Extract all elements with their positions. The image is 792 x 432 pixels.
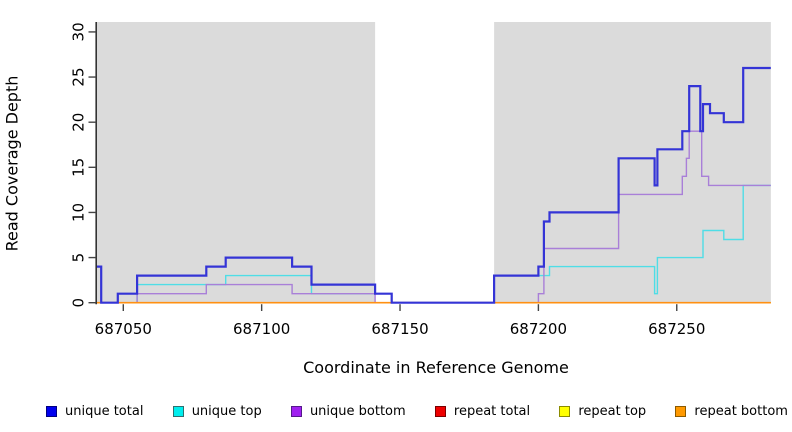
repeat-bottom-swatch-icon	[675, 405, 687, 417]
x-tick-label: 687200	[510, 320, 567, 338]
y-tick-label: 20	[70, 113, 88, 132]
legend-item-repeat-bottom: repeat bottom	[675, 404, 788, 419]
legend-label: repeat top	[578, 403, 647, 419]
repeat-top-swatch-icon	[559, 405, 571, 417]
series-line-unique-top	[97, 184, 771, 304]
legend-item-unique-total: unique total	[46, 404, 143, 419]
legend-label: repeat bottom	[694, 403, 788, 419]
series-line-unique-total	[97, 66, 771, 304]
y-axis-title: Read Coverage Depth	[2, 75, 22, 252]
legend-label: repeat total	[453, 403, 531, 419]
y-tick-label: 15	[70, 158, 88, 177]
y-tick-label: 25	[70, 68, 88, 87]
x-axis-title: Coordinate in Reference Genome	[303, 358, 569, 377]
x-tick-label: 687250	[648, 320, 705, 338]
legend-label: unique total	[65, 403, 144, 419]
legend-item-unique-top: unique top	[172, 403, 262, 419]
repeat-total-swatch-icon	[434, 405, 446, 417]
legend-label: unique top	[191, 403, 262, 419]
y-tick-label: 5	[70, 253, 88, 263]
unique-total-swatch-icon	[46, 405, 57, 417]
legend-item-unique-bottom: unique bottom	[290, 403, 406, 419]
unique-bottom-swatch-icon	[290, 405, 302, 417]
unique-top-swatch-icon	[172, 405, 184, 417]
legend-item-repeat-top: repeat top	[559, 404, 646, 419]
x-tick-label: 687100	[233, 320, 290, 338]
legend-label: unique bottom	[309, 403, 406, 419]
legend-item-repeat-total: repeat total	[434, 403, 531, 419]
shaded-region	[97, 22, 376, 304]
shaded-region	[494, 22, 771, 304]
y-tick-label: 10	[70, 203, 88, 222]
y-tick-label: 0	[70, 298, 88, 308]
coverage-plot: 0 5 10 15 20 25 30 687050 687100 687150 687200 6872…	[70, 22, 771, 338]
y-tick-label: 30	[70, 22, 88, 41]
x-tick-label: 687050	[95, 320, 152, 338]
legend: unique total unique top unique bottom re…	[46, 398, 788, 424]
x-tick-label: 687150	[371, 320, 428, 338]
